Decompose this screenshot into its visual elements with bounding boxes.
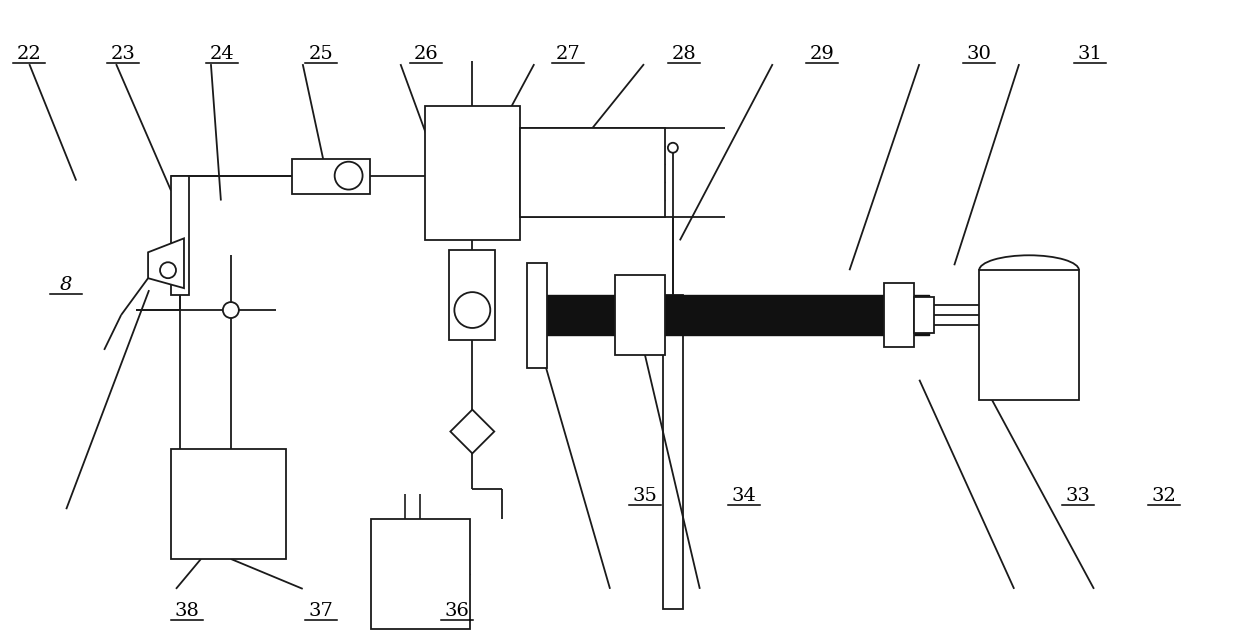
Text: 35: 35 — [632, 487, 657, 505]
Circle shape — [668, 143, 678, 153]
Text: 32: 32 — [1152, 487, 1177, 505]
Bar — [171, 449, 285, 559]
Bar — [425, 106, 521, 240]
Text: 24: 24 — [210, 45, 234, 63]
Text: 27: 27 — [556, 45, 580, 63]
Text: 31: 31 — [1078, 45, 1102, 63]
Circle shape — [454, 292, 490, 328]
Polygon shape — [450, 410, 495, 453]
Text: 25: 25 — [309, 45, 334, 63]
Bar — [291, 159, 370, 193]
Text: 29: 29 — [810, 45, 835, 63]
Bar — [521, 128, 665, 218]
Bar — [615, 275, 665, 355]
Bar — [171, 176, 188, 295]
Bar — [884, 283, 914, 347]
Text: 8: 8 — [60, 276, 72, 294]
Bar — [449, 250, 495, 340]
Text: 37: 37 — [309, 602, 334, 620]
Text: 30: 30 — [966, 45, 991, 63]
Text: 23: 23 — [110, 45, 135, 63]
Bar — [914, 297, 934, 333]
Bar — [980, 270, 1079, 400]
Circle shape — [223, 302, 239, 318]
Text: 26: 26 — [413, 45, 438, 63]
Text: 28: 28 — [672, 45, 697, 63]
Bar — [371, 519, 470, 629]
Text: 33: 33 — [1065, 487, 1090, 505]
Polygon shape — [148, 238, 184, 288]
Bar — [527, 263, 547, 368]
Bar — [663, 295, 683, 609]
Text: 22: 22 — [16, 45, 41, 63]
Text: 36: 36 — [444, 602, 469, 620]
Circle shape — [335, 162, 362, 189]
Text: 38: 38 — [175, 602, 200, 620]
Text: 34: 34 — [732, 487, 756, 505]
Circle shape — [160, 262, 176, 278]
